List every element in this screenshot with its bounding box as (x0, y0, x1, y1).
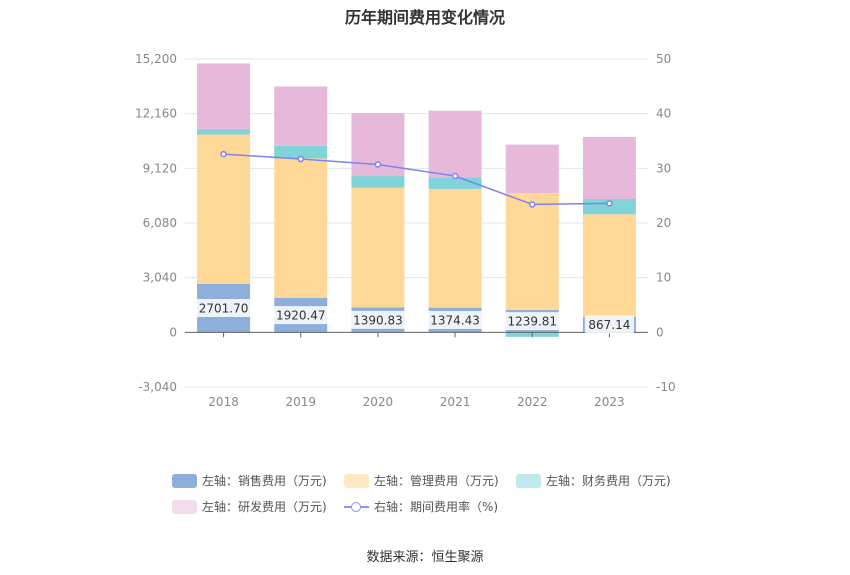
bar-admin (582, 214, 636, 317)
rate-point (451, 172, 459, 180)
legend-item-sales[interactable]: 左轴：销售费用（万元) (172, 472, 327, 489)
legend-item-rate[interactable]: 右轴：期间费用率（%) (344, 498, 498, 515)
bar-admin (274, 158, 328, 298)
legend-swatch-sales (172, 473, 197, 488)
right-tick-label: 20 (656, 216, 671, 230)
chart-title: 历年期间费用变化情况 (344, 8, 505, 27)
rate-point (297, 155, 304, 163)
bar-admin (505, 193, 559, 311)
data-label-box (504, 312, 561, 331)
data-label-box (272, 306, 329, 325)
data-label: 1920.47 (276, 309, 326, 323)
bar-rd (582, 136, 636, 199)
legend-label-rd: 左轴：研发费用（万元) (202, 500, 327, 514)
bar-finance (428, 177, 482, 189)
bar-admin (351, 187, 405, 308)
x-tick-label: 2020 (363, 395, 394, 409)
legend-item-finance[interactable]: 左轴：财务费用（万元) (516, 472, 671, 489)
legend-label-admin: 左轴：管理费用（万元) (374, 474, 499, 488)
bar-rd (197, 63, 251, 130)
data-label: 1239.81 (507, 315, 557, 329)
left-tick-label: 3,040 (143, 271, 177, 285)
x-tick-label: 2018 (208, 395, 239, 409)
chart-area: -3,040 0 3,040 6,080 9,120 12,160 15,200 -10 0 10… (135, 52, 676, 409)
left-tick-label: -3,040 (138, 380, 177, 394)
legend-label-rate: 右轴：期间费用率（%) (374, 500, 499, 514)
rate-point (529, 201, 536, 208)
left-tick-label: 9,120 (143, 161, 177, 175)
legend-item-admin[interactable]: 左轴：管理费用（万元) (344, 472, 499, 489)
legend-swatch-rd (172, 499, 197, 514)
legend-label-sales: 左轴：销售费用（万元) (202, 474, 327, 488)
legend-swatch-finance (516, 473, 541, 488)
data-label-box (349, 310, 407, 329)
right-tick-label: 40 (656, 107, 671, 121)
data-label: 1390.83 (353, 313, 403, 327)
legend-swatch-rate (344, 500, 369, 514)
right-tick-label: 10 (656, 271, 671, 285)
left-tick-label: 6,080 (143, 216, 177, 230)
data-label: 2701.70 (199, 302, 249, 316)
data-label-box (195, 299, 252, 318)
bar-admin (197, 134, 251, 284)
bar-finance (351, 176, 405, 188)
bar-finance (197, 129, 251, 135)
x-tick-label: 2022 (517, 395, 548, 409)
left-tick-label: 12,160 (135, 107, 177, 121)
right-tick-label: 30 (656, 161, 671, 175)
bar-rd (428, 110, 482, 178)
right-tick-label: -10 (656, 380, 676, 394)
rate-point (374, 161, 382, 168)
rate-point (220, 150, 227, 158)
bar-finance (274, 145, 328, 159)
x-tick-label: 2019 (285, 395, 316, 409)
left-tick-label: 0 (169, 325, 177, 339)
data-label-box (584, 315, 635, 334)
legend-item-rd[interactable]: 左轴：研发费用（万元) (172, 498, 327, 515)
x-tick-label: 2021 (440, 395, 471, 409)
data-source: 数据来源：恒生聚源 (366, 550, 484, 565)
left-tick-label: 15,200 (135, 52, 177, 66)
bar-rd (505, 144, 559, 194)
x-tick-label: 2023 (594, 395, 625, 409)
right-tick-label: 0 (656, 325, 664, 339)
right-tick-label: 50 (656, 52, 671, 66)
bar-admin (428, 188, 482, 308)
bar-rd (274, 86, 328, 146)
data-label-box (426, 310, 484, 329)
rate-point (606, 200, 613, 207)
data-label: 867.14 (588, 318, 630, 332)
legend-swatch-admin (344, 473, 369, 488)
rate-line (223, 153, 610, 206)
data-label: 1374.43 (430, 313, 480, 327)
legend-label-finance: 左轴：财务费用（万元) (546, 474, 671, 488)
